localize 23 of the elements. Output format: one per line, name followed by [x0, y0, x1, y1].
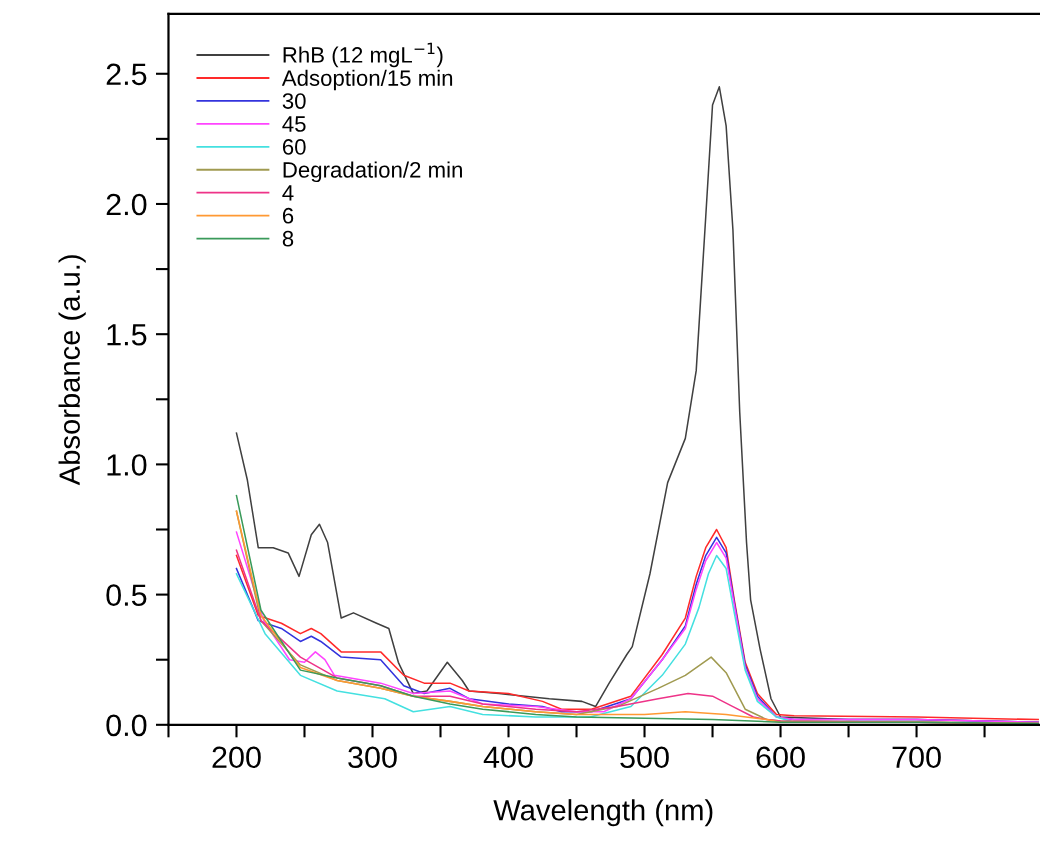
legend-label: 30	[282, 93, 306, 109]
y-tick-label: 0.0	[106, 714, 147, 737]
x-tick-label: 300	[348, 746, 397, 769]
legend-label: 8	[282, 230, 294, 247]
legend-label: RhB (12 mgL$^{−1}$)	[283, 42, 443, 68]
y-tick-label: 1.0	[107, 454, 147, 476]
x-axis-title: Wavelength (nm)	[493, 799, 713, 827]
legend-label: 4	[282, 185, 294, 201]
y-tick-label: 2.0	[106, 193, 147, 216]
legend-label: Degradation/2 min	[283, 161, 462, 183]
x-tick-label: 600	[756, 746, 805, 769]
legend-label: 60	[282, 139, 306, 155]
legend-label: 6	[282, 207, 294, 224]
x-tick-label: 200	[212, 746, 261, 769]
y-tick-label: 0.5	[106, 584, 147, 606]
y-tick-label: 1.5	[107, 324, 147, 346]
y-tick-label: 2.5	[106, 63, 147, 86]
y-axis-title: Absorbance (a.u.)	[58, 255, 86, 486]
x-tick-label: 400	[483, 746, 533, 769]
legend-label: 45	[282, 116, 306, 132]
x-tick-label: 700	[892, 746, 941, 769]
legend-label: Adsoption/15 min	[281, 69, 453, 91]
x-tick-label: 500	[620, 746, 669, 769]
